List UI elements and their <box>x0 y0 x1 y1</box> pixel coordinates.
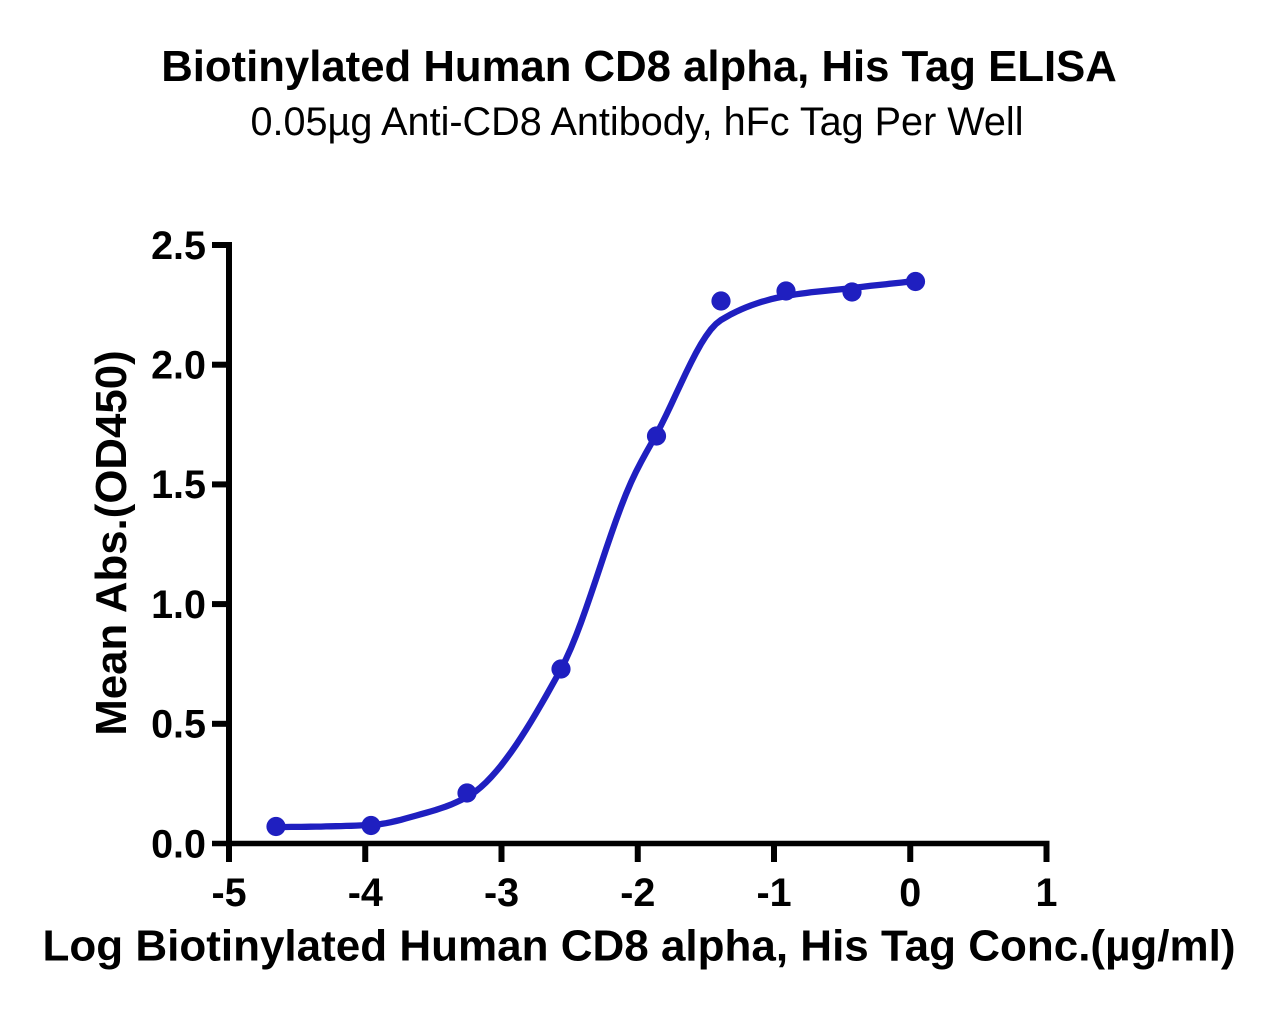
svg-text:0.0: 0.0 <box>151 822 206 866</box>
svg-text:1.0: 1.0 <box>151 583 206 627</box>
svg-text:-5: -5 <box>211 871 246 915</box>
svg-text:-4: -4 <box>348 871 383 915</box>
svg-text:2.5: 2.5 <box>151 224 206 268</box>
svg-text:1.5: 1.5 <box>151 463 206 507</box>
svg-text:-3: -3 <box>484 871 519 915</box>
svg-text:-1: -1 <box>756 871 791 915</box>
svg-text:Mean Abs.(OD450): Mean Abs.(OD450) <box>87 350 136 735</box>
svg-text:Log Biotinylated Human CD8 alp: Log Biotinylated Human CD8 alpha, His Ta… <box>42 921 1235 970</box>
svg-text:Biotinylated Human CD8 alpha,: Biotinylated Human CD8 alpha, His Tag EL… <box>161 42 1117 91</box>
svg-text:0.5: 0.5 <box>151 703 206 747</box>
svg-text:-2: -2 <box>620 871 655 915</box>
svg-text:0.05µg Anti-CD8 Antibody, hFc: 0.05µg Anti-CD8 Antibody, hFc Tag Per We… <box>251 100 1024 144</box>
svg-text:2.0: 2.0 <box>151 344 206 388</box>
svg-text:0: 0 <box>899 871 921 915</box>
svg-text:1: 1 <box>1036 871 1058 915</box>
